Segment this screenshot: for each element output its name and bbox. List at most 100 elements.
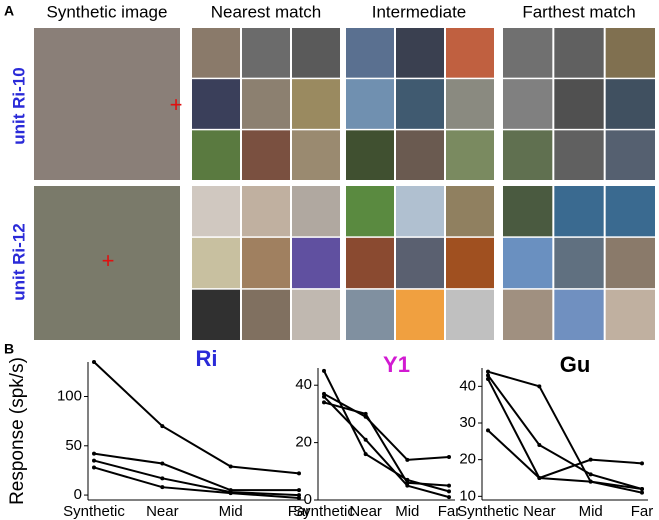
line-series <box>487 370 643 494</box>
y-tick-label: 20 <box>459 451 476 468</box>
y-tick-label: 100 <box>57 387 82 404</box>
match-image <box>605 289 655 340</box>
data-point <box>447 483 451 488</box>
match-image <box>292 28 340 78</box>
y-tick-label: 40 <box>459 377 476 394</box>
match-image <box>292 186 340 237</box>
data-point <box>447 489 451 494</box>
match-image <box>503 130 553 180</box>
column-header: Synthetic image <box>47 2 168 21</box>
match-image <box>292 130 340 180</box>
data-point <box>92 465 96 470</box>
match-image <box>396 79 444 129</box>
match-image <box>242 79 290 129</box>
column-header: Farthest match <box>522 2 635 21</box>
column-header: Intermediate <box>372 2 467 21</box>
match-image <box>554 186 604 237</box>
data-point <box>160 476 165 481</box>
match-image <box>446 79 494 129</box>
match-image <box>605 28 655 78</box>
match-image <box>192 237 240 289</box>
match-image <box>292 289 340 340</box>
match-image <box>346 28 394 78</box>
data-point <box>322 368 326 373</box>
match-image <box>605 186 655 237</box>
synthetic-image <box>34 186 180 340</box>
data-point <box>640 461 644 466</box>
match-image <box>446 289 494 340</box>
data-point <box>588 457 593 462</box>
data-point <box>228 464 233 469</box>
data-point <box>640 487 644 491</box>
match-image <box>503 237 553 289</box>
x-tick-label: Far <box>288 503 311 520</box>
data-point <box>363 437 368 442</box>
match-image <box>292 79 340 129</box>
column-header: Nearest match <box>211 2 322 21</box>
data-point <box>92 360 96 364</box>
match-image <box>503 28 553 78</box>
match-image <box>346 186 394 237</box>
data-point <box>588 479 593 484</box>
y-tick-label: 0 <box>74 486 82 503</box>
panel-letter: A <box>4 3 14 19</box>
match-image <box>396 186 444 237</box>
match-image <box>192 130 240 180</box>
data-point <box>363 411 368 416</box>
match-image <box>346 79 394 129</box>
x-tick-label: Mid <box>395 503 419 520</box>
data-point <box>322 391 326 396</box>
x-tick-label: Mid <box>219 503 243 520</box>
y-tick-label: 10 <box>459 487 476 504</box>
data-point <box>92 458 96 463</box>
data-point <box>297 471 301 476</box>
match-image <box>554 289 604 340</box>
x-tick-label: Far <box>438 503 461 520</box>
line-series <box>323 370 450 493</box>
match-image <box>396 237 444 289</box>
match-image <box>242 28 290 78</box>
match-image <box>446 130 494 180</box>
data-point <box>447 454 451 459</box>
match-image <box>396 130 444 180</box>
x-tick-label: Synthetic <box>293 503 355 520</box>
y-tick-label: 0 <box>304 491 312 508</box>
x-tick-label: Synthetic <box>63 503 125 520</box>
x-tick-label: Far <box>631 503 654 520</box>
data-point <box>486 377 490 381</box>
y-axis-label: Response (spk/s) <box>7 357 28 505</box>
match-image <box>192 79 240 129</box>
match-image <box>192 28 240 78</box>
match-image <box>446 28 494 78</box>
data-point <box>447 495 451 500</box>
data-point <box>405 483 410 488</box>
data-point <box>486 373 490 378</box>
row-label: unit Ri-10 <box>9 67 28 144</box>
line-series <box>93 361 300 475</box>
chart-title: Y1 <box>383 352 410 377</box>
fixation-marker: + <box>102 248 115 273</box>
match-image <box>554 79 604 129</box>
row-label: unit Ri-12 <box>9 223 28 300</box>
match-image <box>605 130 655 180</box>
match-image <box>242 237 290 289</box>
data-point <box>588 472 593 477</box>
match-image <box>346 130 394 180</box>
match-image <box>554 28 604 78</box>
data-point <box>537 384 542 389</box>
chart-title: Ri <box>196 346 218 371</box>
y-tick-label: 20 <box>295 434 312 451</box>
data-point <box>160 424 165 429</box>
line-series <box>93 459 300 497</box>
match-image <box>346 237 394 289</box>
y-tick-label: 40 <box>295 376 312 393</box>
match-image <box>346 289 394 340</box>
data-point <box>537 476 542 480</box>
data-point <box>486 428 490 433</box>
line-series <box>323 396 450 499</box>
data-point <box>322 400 326 405</box>
line-series <box>93 452 299 492</box>
line-series <box>487 429 643 490</box>
match-image <box>192 289 240 340</box>
fixation-marker: + <box>170 92 183 117</box>
